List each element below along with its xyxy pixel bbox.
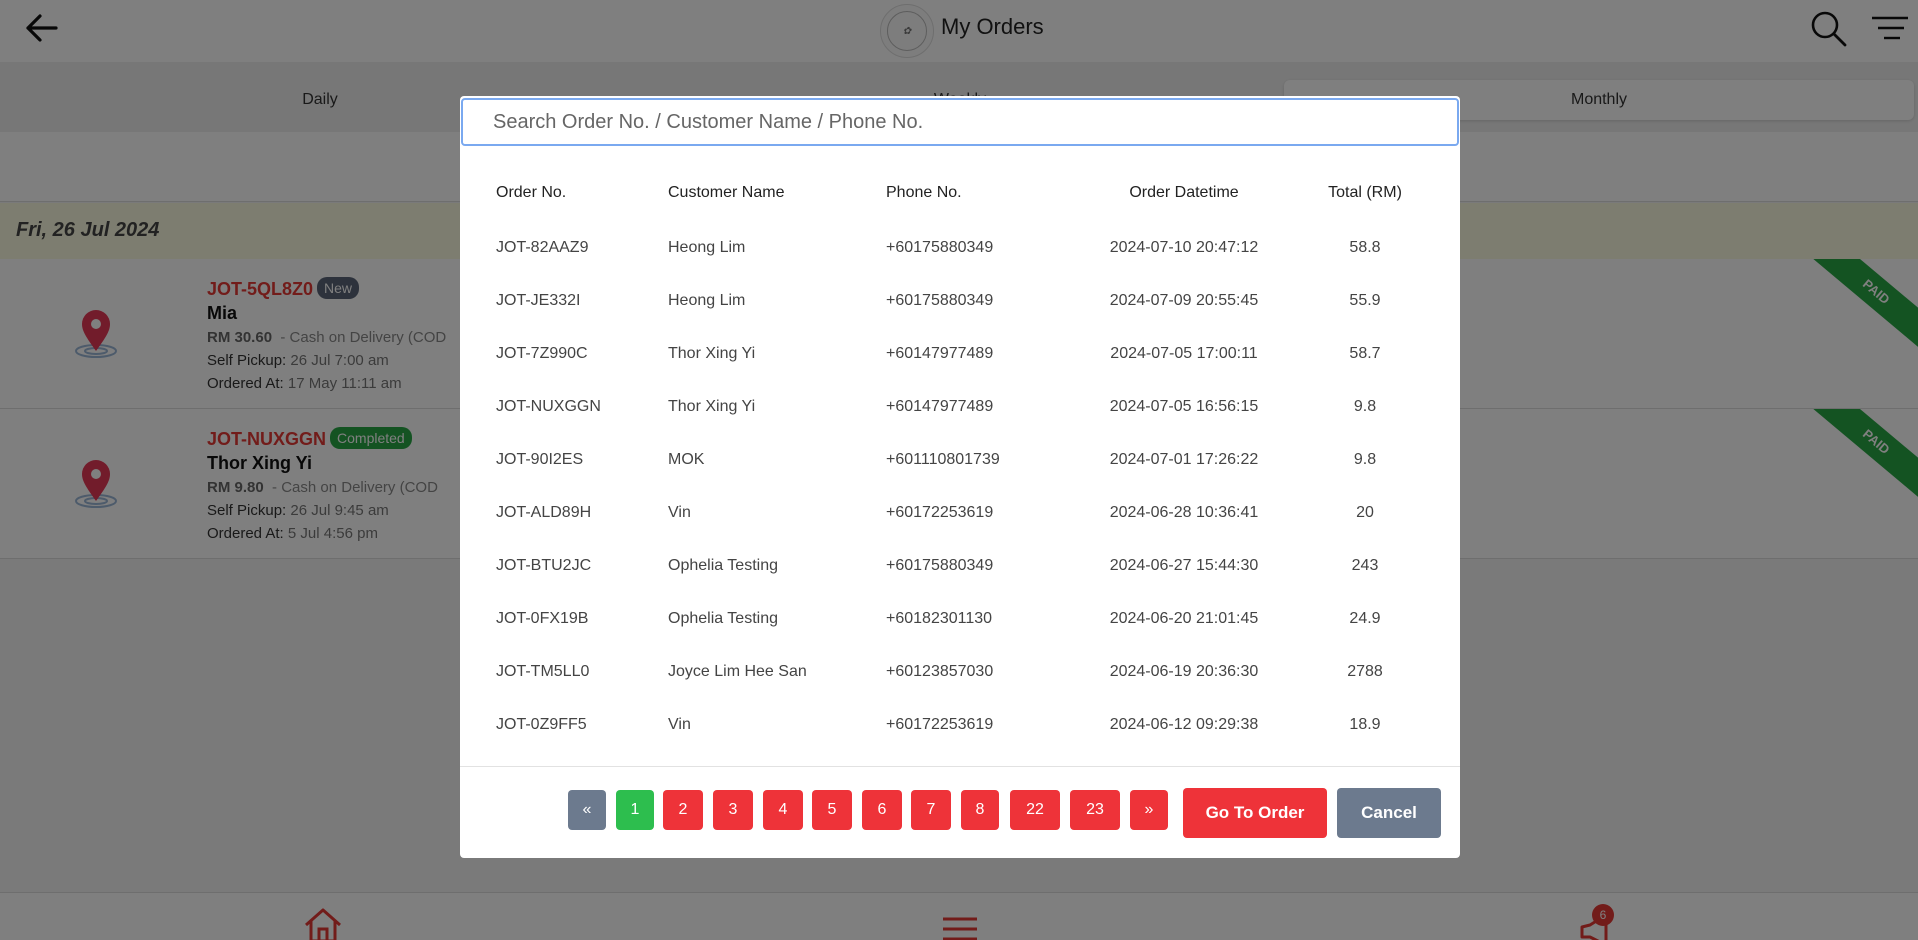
cell-phone: +60172253619	[886, 715, 994, 733]
pagination-page-5[interactable]: 5	[812, 790, 852, 830]
cell-datetime: 2024-06-27 15:44:30	[1109, 556, 1259, 574]
col-header-total: Total (RM)	[1328, 184, 1402, 201]
cell-order-no: JOT-TM5LL0	[496, 662, 590, 680]
cell-phone: +60182301130	[886, 609, 993, 627]
cell-order-no: JOT-ALD89H	[496, 503, 592, 521]
table-row[interactable]: JOT-ALD89H Vin +60172253619 2024-06-28 1…	[460, 486, 1460, 539]
cell-datetime: 2024-06-19 20:36:30	[1109, 662, 1259, 680]
pagination-page-1[interactable]: 1	[616, 790, 654, 830]
cancel-button[interactable]: Cancel	[1337, 788, 1441, 838]
cell-customer-name: Thor Xing Yi	[668, 344, 756, 362]
cell-datetime: 2024-07-09 20:55:45	[1109, 291, 1259, 309]
cell-datetime: 2024-07-05 17:00:11	[1110, 344, 1258, 362]
cell-total: 9.8	[1353, 450, 1377, 468]
cell-total: 2788	[1347, 662, 1383, 680]
cell-customer-name: Joyce Lim Hee San	[668, 662, 807, 680]
cell-order-no: JOT-BTU2JC	[496, 556, 592, 574]
order-search-input[interactable]	[461, 98, 1459, 146]
order-search-modal: Order No. Customer Name Phone No. Order …	[460, 96, 1460, 858]
cell-customer-name: Vin	[668, 715, 691, 733]
go-to-order-button[interactable]: Go To Order	[1183, 788, 1327, 838]
cell-order-no: JOT-7Z990C	[496, 344, 588, 362]
table-row[interactable]: JOT-90I2ES MOK +601110801739 2024-07-01 …	[460, 433, 1460, 486]
cell-phone: +60147977489	[886, 344, 994, 362]
pagination-page-2[interactable]: 2	[663, 790, 703, 830]
cell-order-no: JOT-0Z9FF5	[496, 715, 587, 733]
cell-datetime: 2024-07-05 16:56:15	[1109, 397, 1259, 415]
orders-table: Order No. Customer Name Phone No. Order …	[460, 165, 1460, 751]
cell-phone: +60175880349	[886, 291, 994, 309]
table-row[interactable]: JOT-82AAZ9 Heong Lim +60175880349 2024-0…	[460, 221, 1460, 274]
cell-total: 20	[1356, 503, 1374, 521]
pagination-page-3[interactable]: 3	[713, 790, 753, 830]
table-row[interactable]: JOT-NUXGGN Thor Xing Yi +60147977489 202…	[460, 380, 1460, 433]
cell-total: 9.8	[1353, 397, 1377, 415]
table-header-row: Order No. Customer Name Phone No. Order …	[460, 165, 1460, 221]
cell-datetime: 2024-07-01 17:26:22	[1109, 450, 1259, 468]
pagination-page-4[interactable]: 4	[763, 790, 803, 830]
pagination-next[interactable]: »	[1130, 790, 1168, 830]
col-header-customer-name: Customer Name	[668, 184, 785, 201]
pagination-page-8[interactable]: 8	[961, 790, 999, 830]
cell-customer-name: Heong Lim	[668, 291, 746, 309]
cell-phone: +60175880349	[886, 238, 994, 256]
cell-customer-name: Ophelia Testing	[668, 556, 778, 574]
cell-total: 55.9	[1349, 291, 1381, 309]
cell-customer-name: MOK	[668, 450, 705, 468]
table-row[interactable]: JOT-0FX19B Ophelia Testing +60182301130 …	[460, 592, 1460, 645]
cell-phone: +60123857030	[886, 662, 994, 680]
cell-datetime: 2024-06-20 21:01:45	[1109, 609, 1259, 627]
cell-phone: +60172253619	[886, 503, 994, 521]
cell-phone: +60147977489	[886, 397, 994, 415]
cell-order-no: JOT-82AAZ9	[496, 238, 589, 256]
cell-order-no: JOT-90I2ES	[496, 450, 584, 468]
table-row[interactable]: JOT-BTU2JC Ophelia Testing +60175880349 …	[460, 539, 1460, 592]
table-row[interactable]: JOT-TM5LL0 Joyce Lim Hee San +6012385703…	[460, 645, 1460, 698]
cell-total: 58.8	[1349, 238, 1381, 256]
table-row[interactable]: JOT-0Z9FF5 Vin +60172253619 2024-06-12 0…	[460, 698, 1460, 751]
table-row[interactable]: JOT-JE332I Heong Lim +60175880349 2024-0…	[460, 274, 1460, 327]
pagination-page-7[interactable]: 7	[911, 790, 951, 830]
footer-divider	[460, 766, 1460, 767]
cell-total: 24.9	[1349, 609, 1381, 627]
cell-datetime: 2024-06-28 10:36:41	[1109, 503, 1259, 521]
cell-phone: +60175880349	[886, 556, 994, 574]
col-header-datetime: Order Datetime	[1129, 184, 1239, 201]
cell-total: 58.7	[1349, 344, 1381, 362]
col-header-order-no: Order No.	[496, 184, 567, 201]
pagination-page-6[interactable]: 6	[862, 790, 902, 830]
cell-datetime: 2024-07-10 20:47:12	[1109, 238, 1259, 256]
cell-order-no: JOT-0FX19B	[496, 609, 589, 627]
pagination-page-22[interactable]: 22	[1010, 790, 1060, 830]
cell-phone: +601110801739	[886, 450, 1000, 468]
table-row[interactable]: JOT-7Z990C Thor Xing Yi +60147977489 202…	[460, 327, 1460, 380]
cell-order-no: JOT-NUXGGN	[496, 397, 601, 415]
pagination-prev[interactable]: «	[568, 790, 606, 830]
cell-customer-name: Vin	[668, 503, 691, 521]
cell-customer-name: Ophelia Testing	[668, 609, 778, 627]
cell-datetime: 2024-06-12 09:29:38	[1109, 715, 1259, 733]
pagination-page-23[interactable]: 23	[1070, 790, 1120, 830]
cell-total: 18.9	[1349, 715, 1381, 733]
cell-customer-name: Thor Xing Yi	[668, 397, 756, 415]
cell-customer-name: Heong Lim	[668, 238, 746, 256]
cell-total: 243	[1351, 556, 1379, 574]
col-header-phone: Phone No.	[886, 184, 962, 201]
cell-order-no: JOT-JE332I	[496, 291, 581, 309]
